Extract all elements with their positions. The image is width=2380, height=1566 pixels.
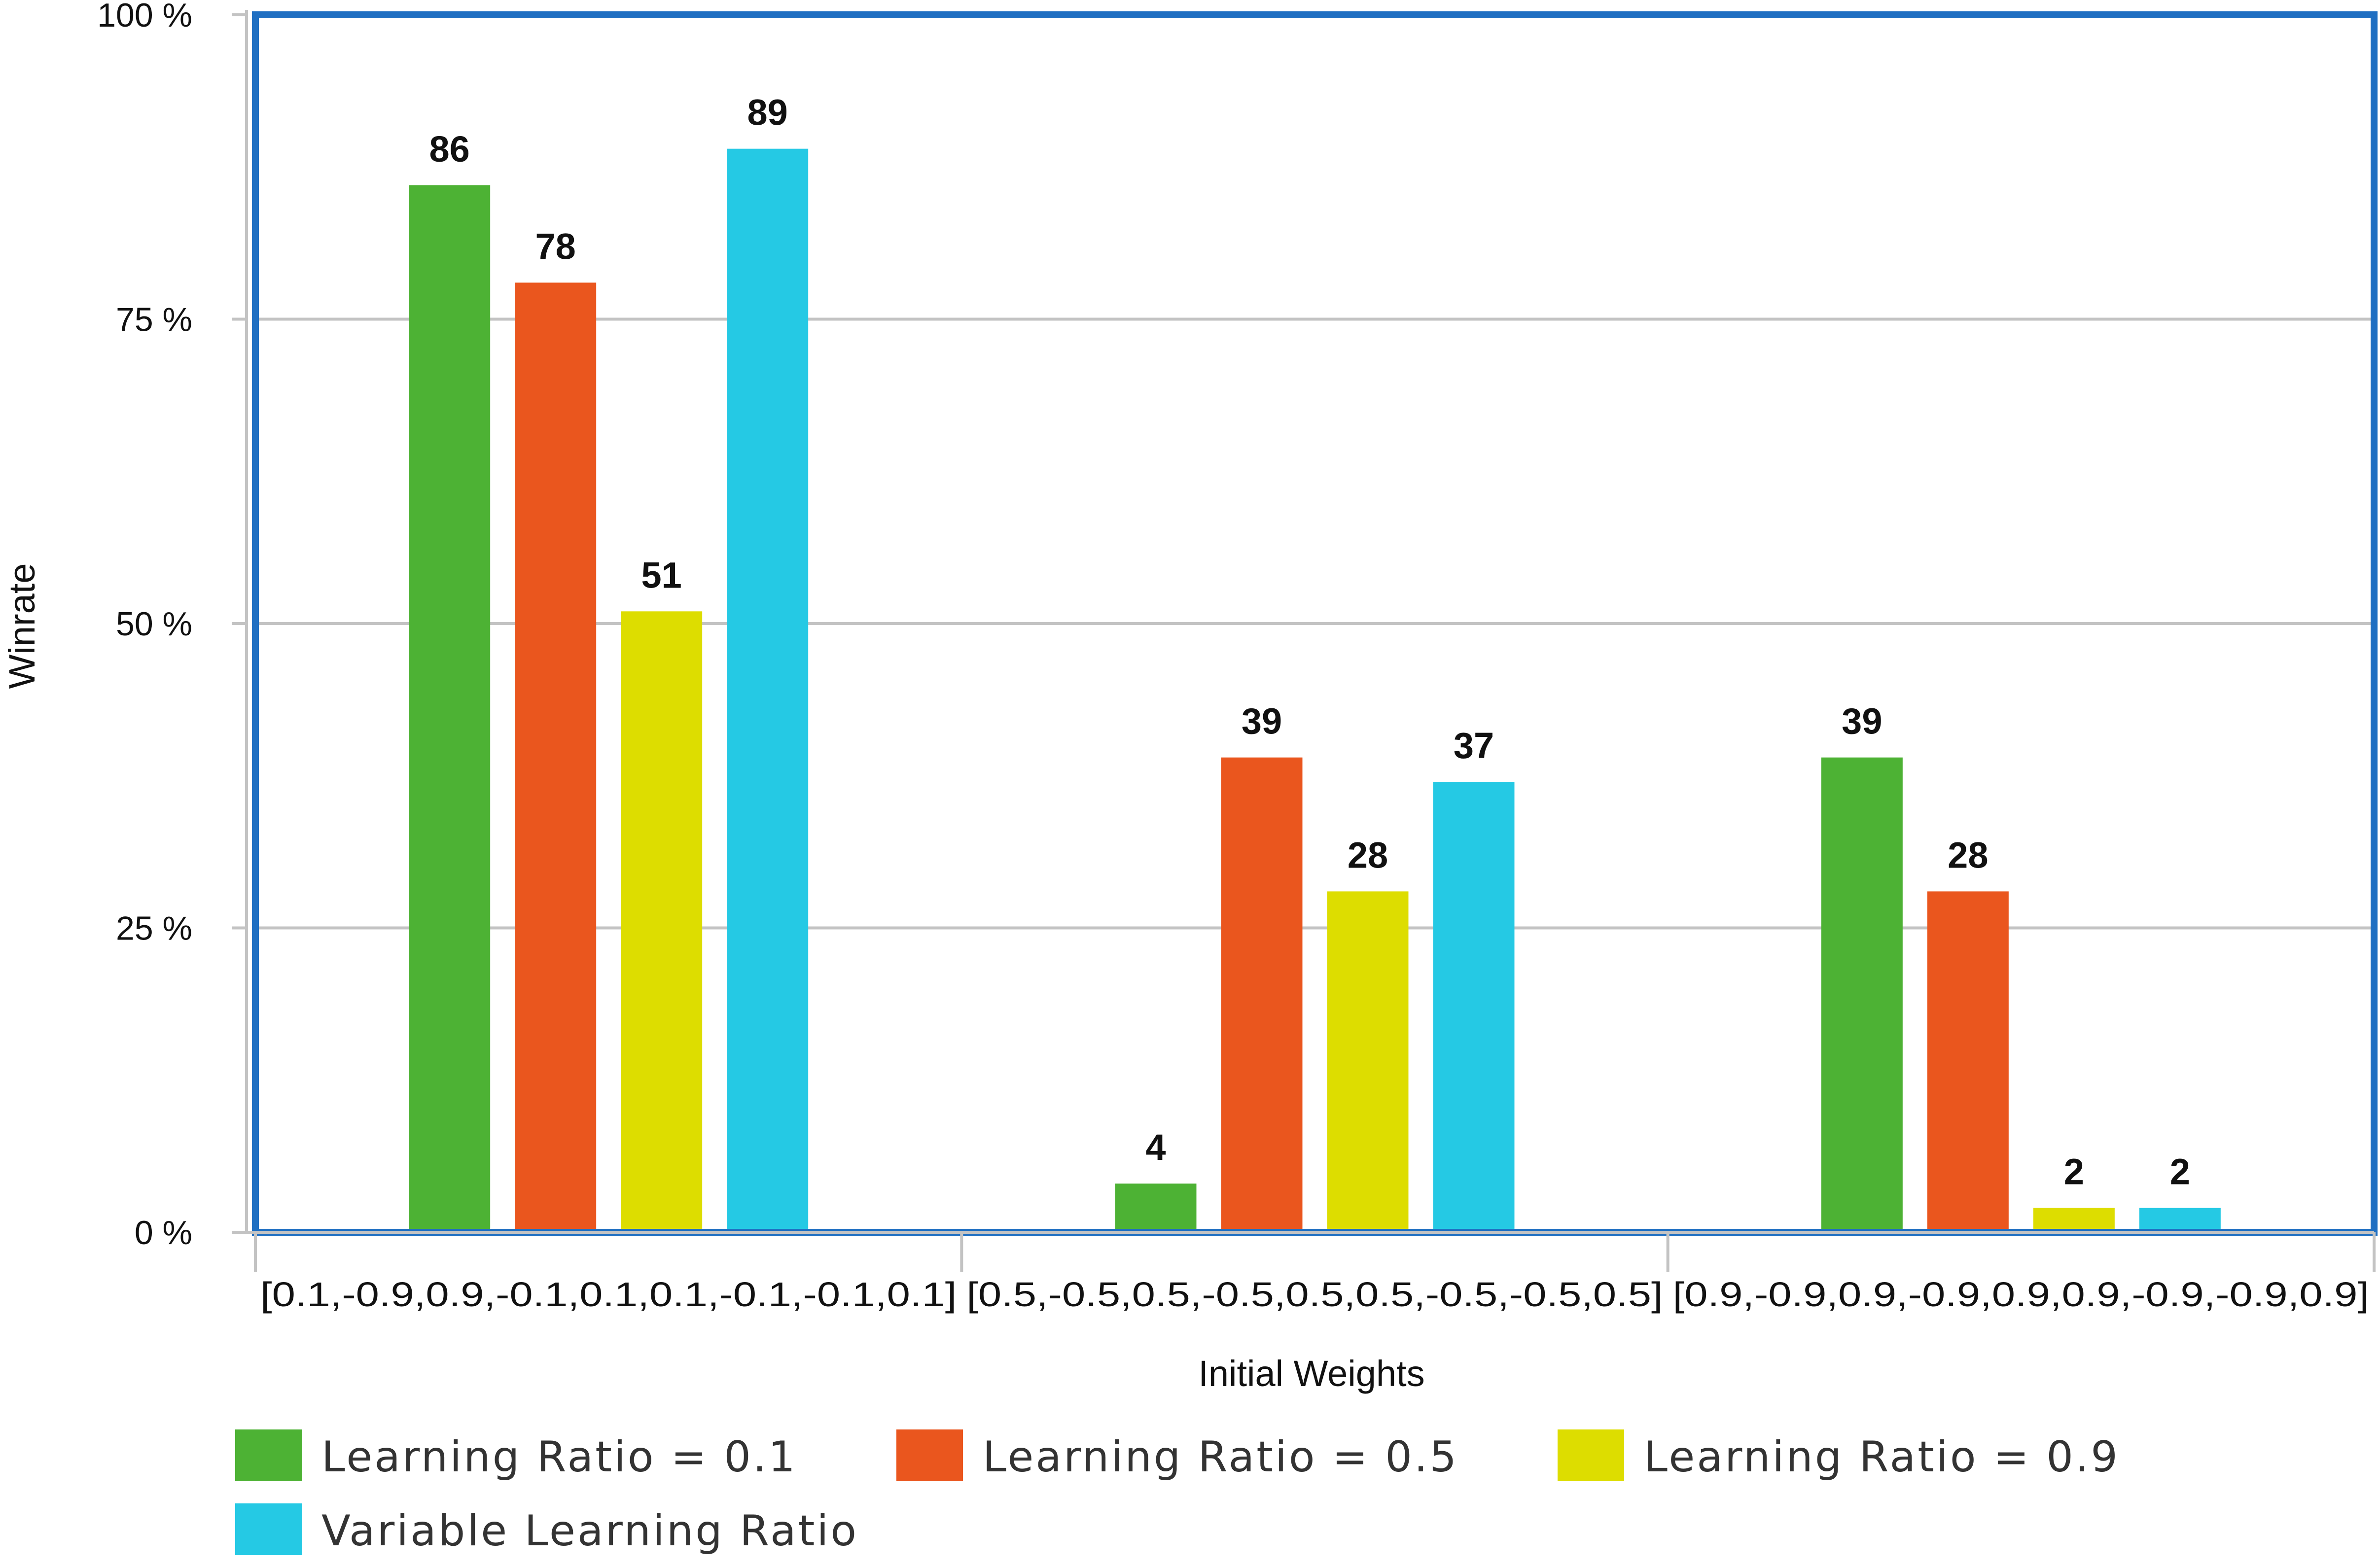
y-tick-label: 25 % — [116, 910, 192, 947]
bar — [621, 611, 703, 1232]
y-axis-title: Winrate — [1, 563, 42, 689]
data-label: 2 — [2064, 1151, 2084, 1192]
data-label: 28 — [1948, 835, 1988, 875]
y-tick-label: 50 % — [116, 605, 192, 643]
legend-label: Learning Ratio = 0.5 — [983, 1432, 1458, 1482]
axes: 0 % 25 % 50 % 75 % 100 % [0.1,-0.9,0.9,-0.1,0… — [97, 0, 2376, 1314]
data-label: 89 — [747, 92, 788, 133]
y-tick-label: 0 % — [135, 1214, 192, 1252]
data-label: 78 — [535, 226, 576, 267]
bar — [727, 148, 809, 1233]
data-label: 86 — [429, 129, 470, 170]
legend-label: Learning Ratio = 0.9 — [1644, 1432, 2120, 1482]
bar — [1327, 891, 1409, 1232]
legend-swatch — [235, 1429, 302, 1481]
legend: Learning Ratio = 0.1 Learning Ratio = 0.5… — [235, 1429, 2120, 1556]
legend-label: Variable Learning Ratio — [321, 1506, 858, 1556]
data-label: 2 — [2170, 1151, 2190, 1192]
data-label: 51 — [641, 555, 682, 595]
data-label: 39 — [1842, 701, 1882, 742]
legend-swatch — [1558, 1429, 1624, 1481]
data-labels: 86 4 39 78 39 28 51 28 2 89 37 2 — [429, 92, 2190, 1192]
legend-swatch — [235, 1503, 302, 1555]
bar — [1927, 891, 2009, 1232]
x-tick-label: [0.9,-0.9,0.9,-0.9,0.9,0.9,-0.9,-0.9,0.9… — [1673, 1275, 2369, 1314]
y-tick-label: 75 % — [116, 301, 192, 339]
x-axis-title: Initial Weights — [1198, 1353, 1424, 1394]
bars — [409, 148, 2221, 1233]
bar — [1221, 757, 1303, 1232]
bar — [2139, 1208, 2221, 1232]
data-label: 37 — [1454, 725, 1494, 766]
x-tick-label: [0.5,-0.5,0.5,-0.5,0.5,0.5,-0.5,-0.5,0.5… — [966, 1275, 1663, 1314]
bar — [2033, 1208, 2115, 1232]
data-label: 4 — [1145, 1127, 1166, 1168]
legend-label: Learning Ratio = 0.1 — [321, 1432, 797, 1482]
data-label: 28 — [1348, 835, 1388, 875]
x-tick-label: [0.1,-0.9,0.9,-0.1,0.1,0.1,-0.1,-0.1,0.1… — [260, 1275, 957, 1314]
bar — [1115, 1183, 1197, 1232]
data-label: 39 — [1242, 701, 1282, 742]
y-tick-label: 100 % — [97, 0, 192, 34]
legend-swatch — [896, 1429, 963, 1481]
bar — [515, 282, 597, 1232]
bar — [1433, 782, 1515, 1232]
bar — [1821, 757, 1903, 1232]
grid-lines — [255, 317, 2374, 930]
bar — [409, 185, 491, 1232]
